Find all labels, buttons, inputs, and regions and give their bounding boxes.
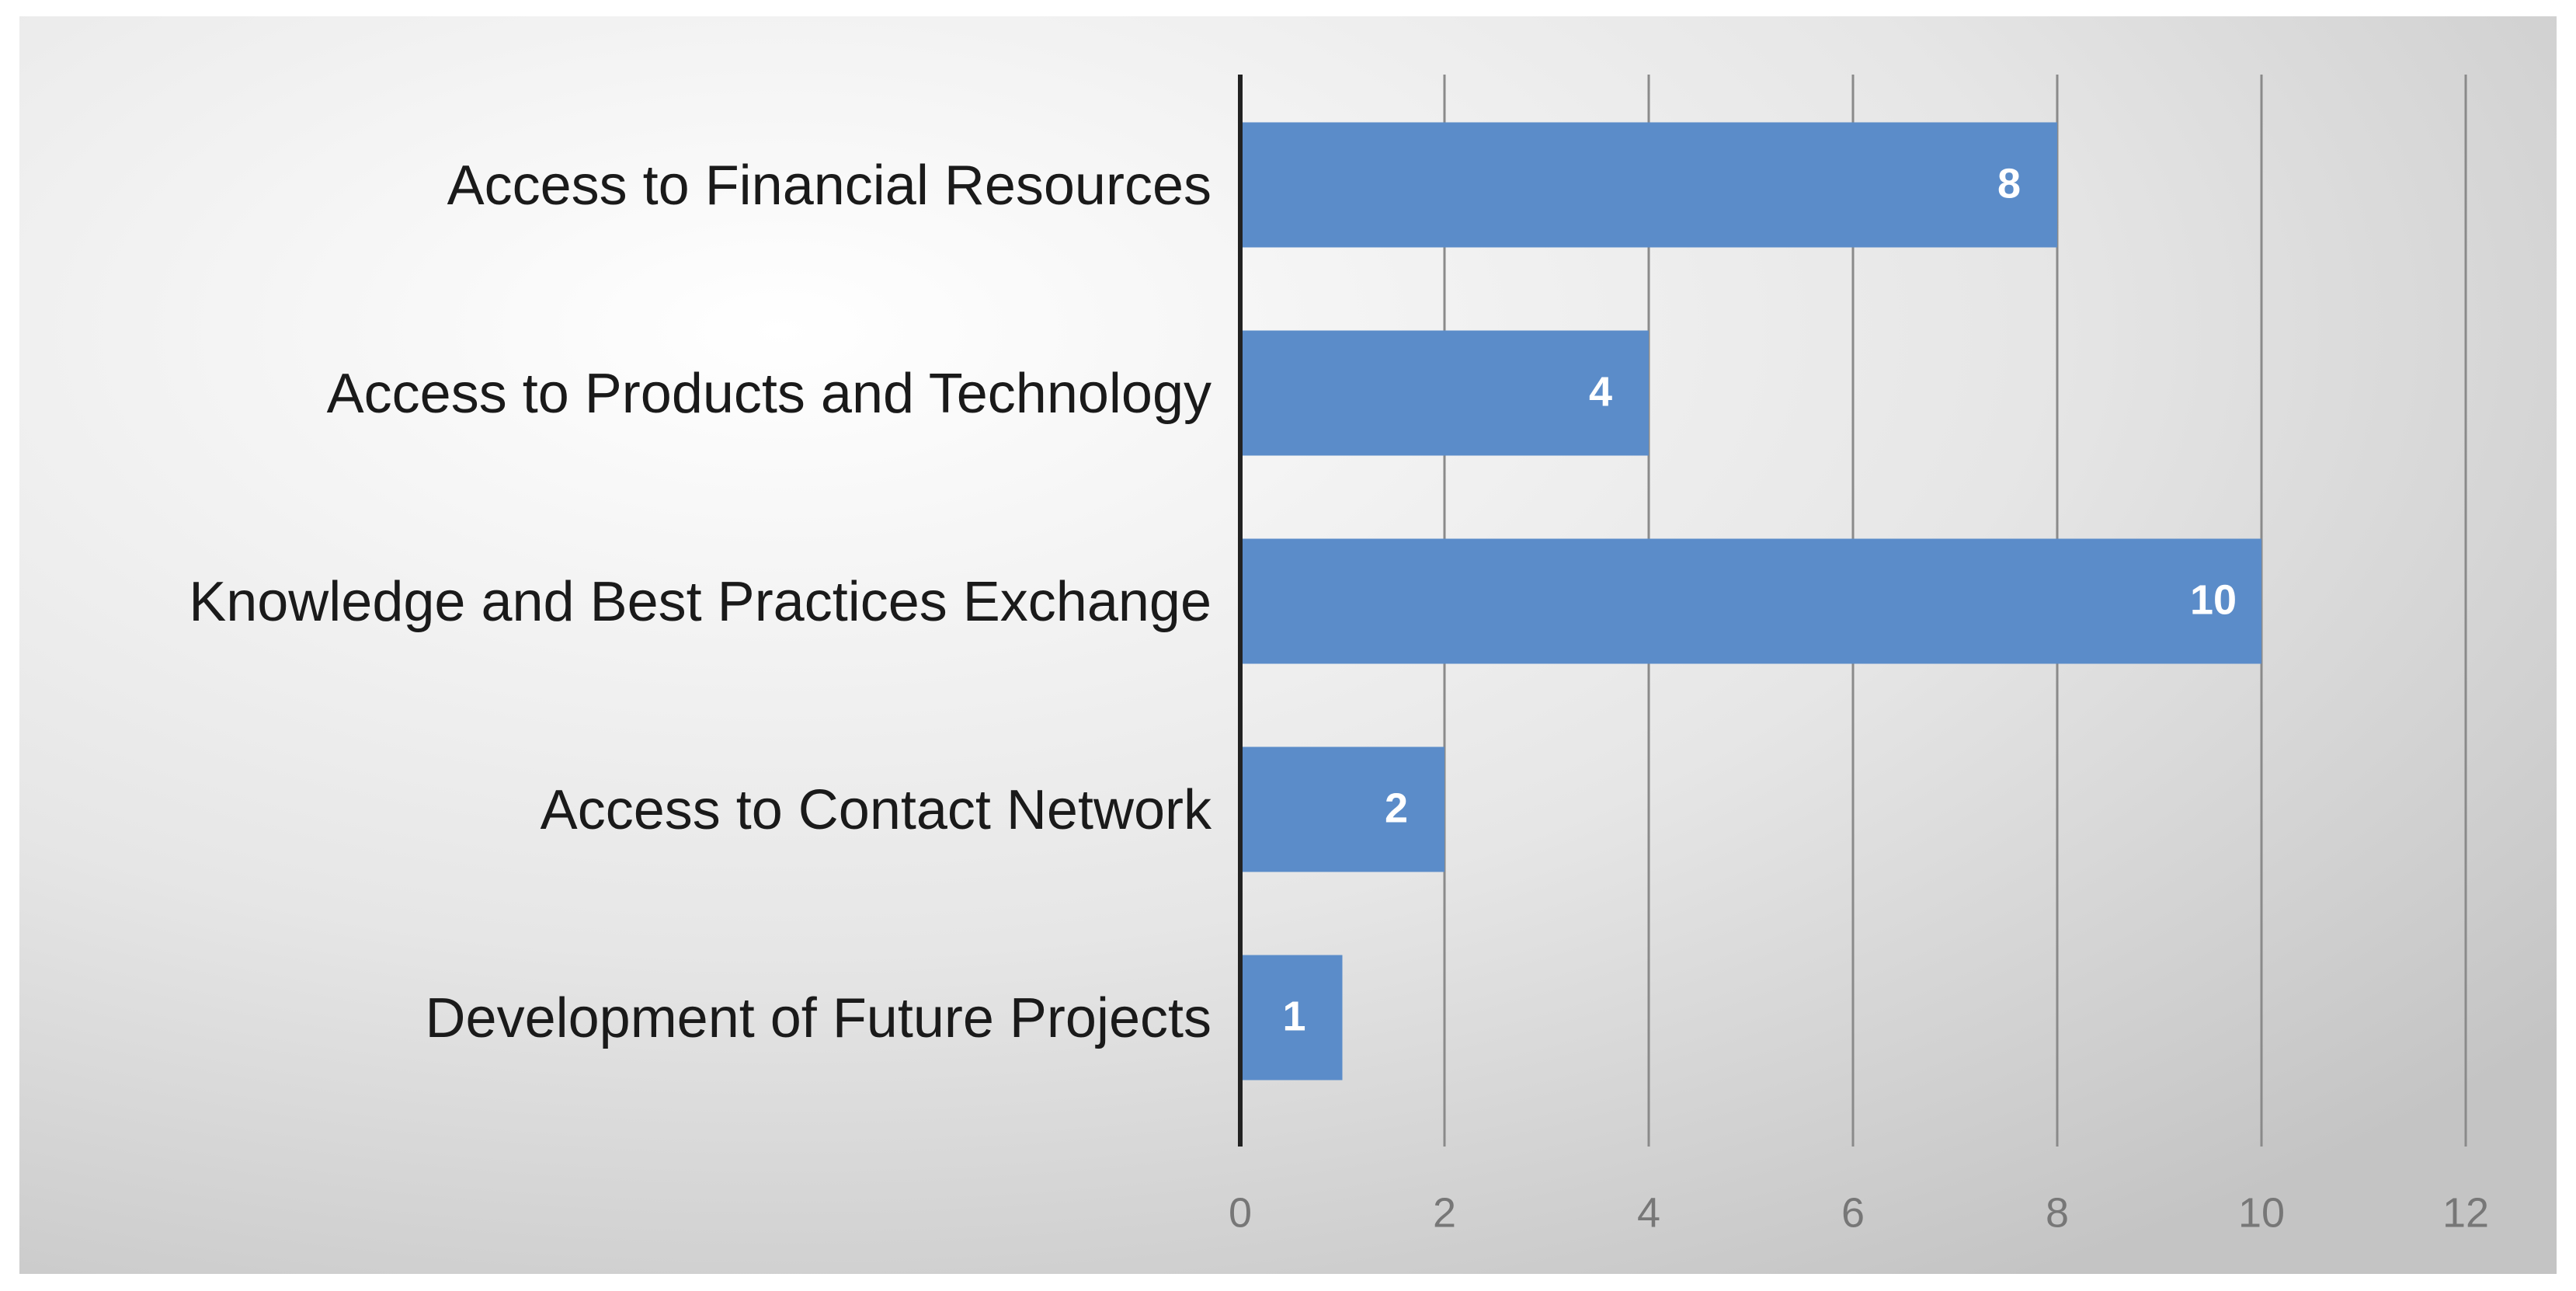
- y-tick-label: Access to Financial Resources: [447, 155, 1212, 217]
- x-tick-label: 0: [1229, 1189, 1252, 1236]
- value-label: 1: [1282, 993, 1305, 1039]
- bar: [1240, 538, 2261, 664]
- bar: [1240, 122, 2057, 248]
- value-label: 8: [1997, 160, 2021, 207]
- y-tick-label: Access to Contact Network: [541, 779, 1212, 841]
- value-label: 2: [1385, 785, 1408, 831]
- x-tick-label: 6: [1841, 1189, 1865, 1236]
- x-tick-label: 12: [2442, 1189, 2489, 1236]
- value-label: 4: [1589, 368, 1612, 415]
- bar: [1240, 746, 1444, 872]
- bar: [1240, 955, 1343, 1080]
- x-tick-label: 10: [2238, 1189, 2285, 1236]
- bar: [1240, 330, 1649, 456]
- y-tick-label: Development of Future Projects: [426, 987, 1212, 1049]
- x-tick-label: 8: [2046, 1189, 2069, 1236]
- y-tick-label: Access to Products and Technology: [327, 363, 1212, 425]
- y-tick-label: Knowledge and Best Practices Exchange: [189, 571, 1212, 633]
- x-tick-label: 2: [1433, 1189, 1456, 1236]
- x-tick-label: 4: [1637, 1189, 1660, 1236]
- value-label: 10: [2190, 576, 2237, 623]
